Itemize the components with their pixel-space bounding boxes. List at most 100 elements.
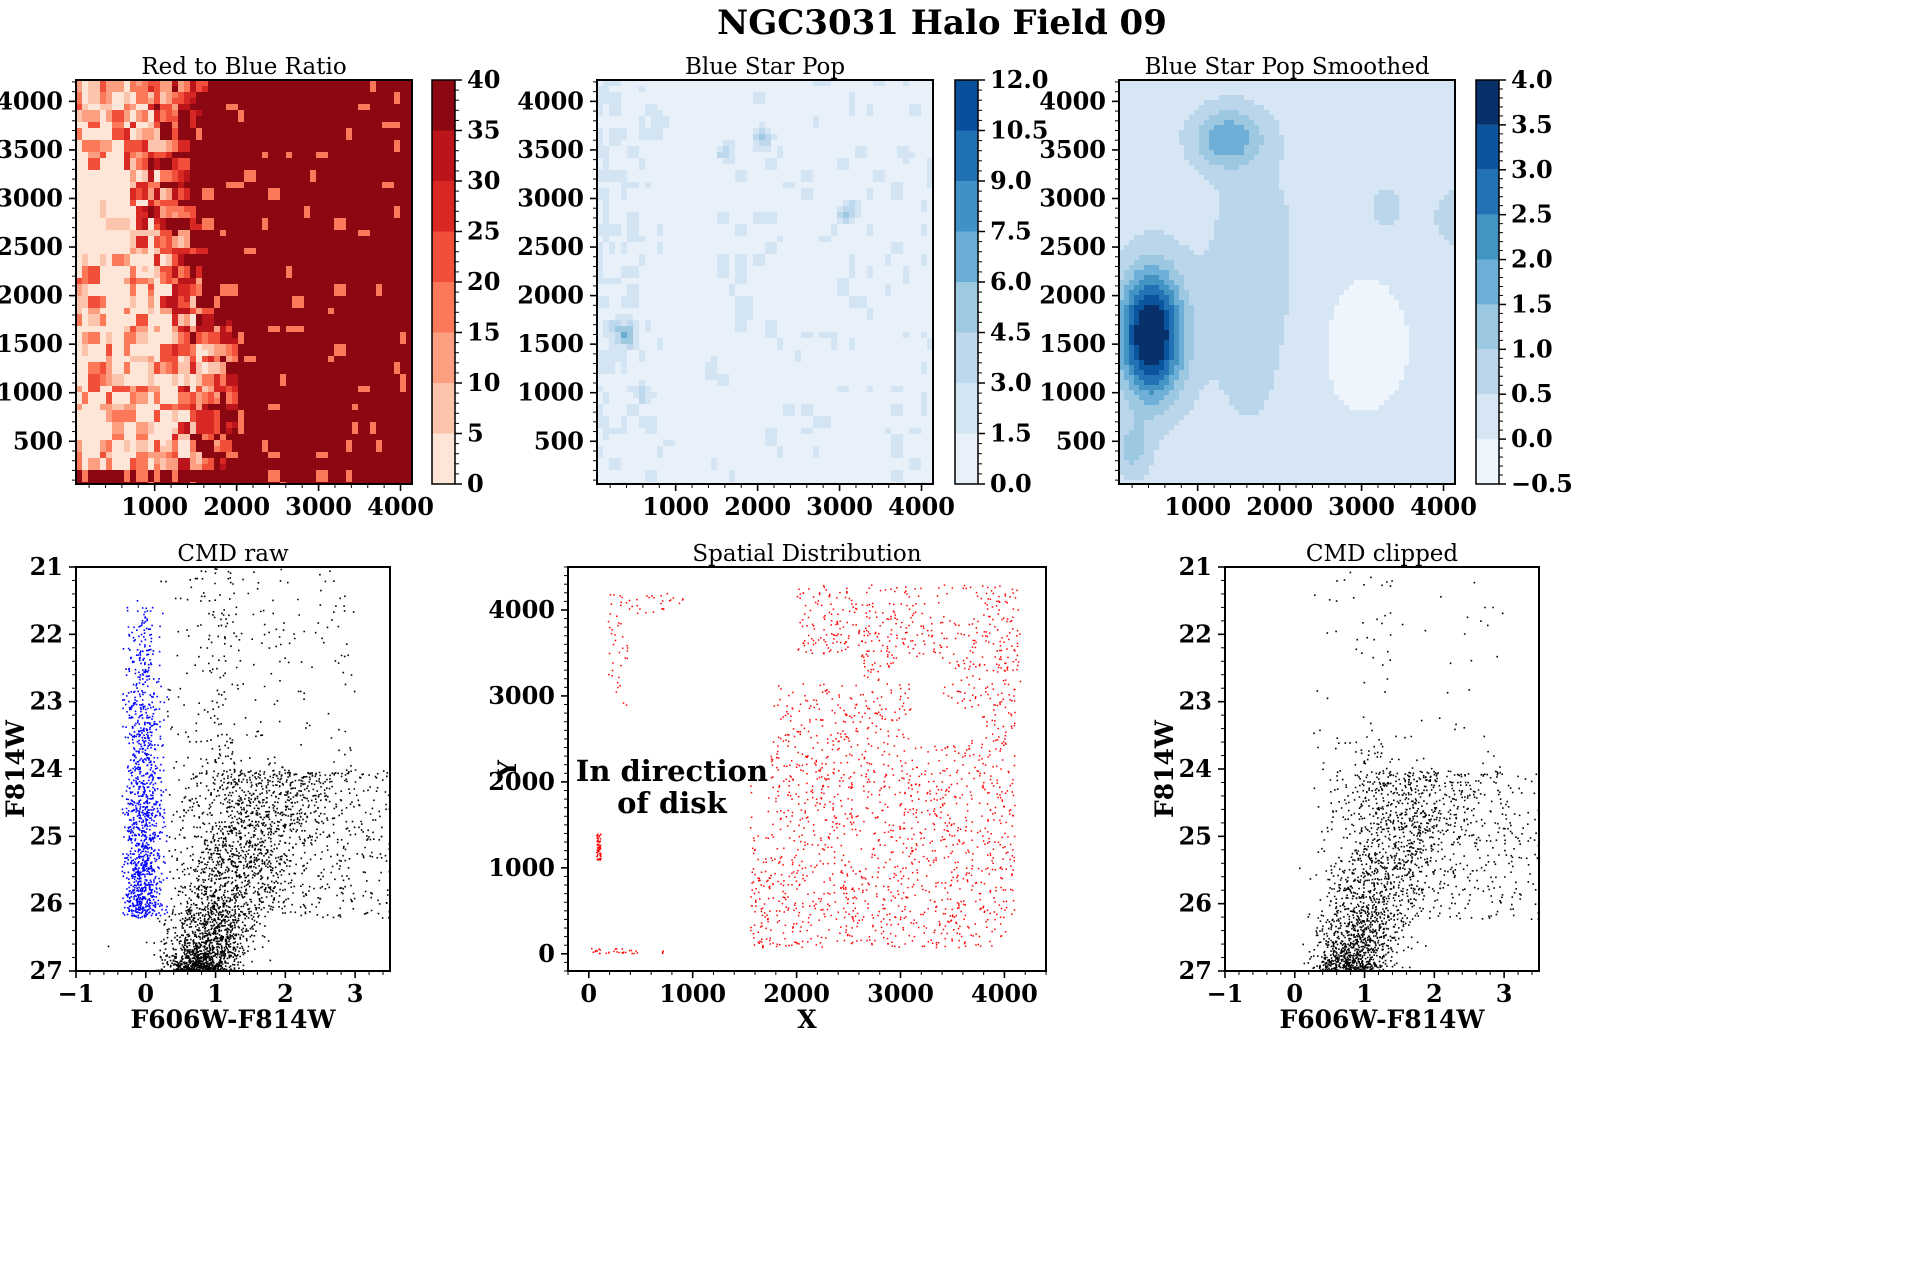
heatmap-cell [214, 356, 221, 363]
heatmap-cell [136, 98, 143, 105]
heatmap-cell [723, 188, 730, 195]
heatmap-cell [400, 116, 407, 123]
heatmap-cell [178, 98, 185, 105]
heatmap-cell [388, 212, 395, 219]
heatmap-cell [382, 344, 389, 351]
heatmap-cell [118, 128, 125, 135]
heatmap-cell [909, 134, 916, 141]
heatmap-cell [106, 236, 113, 243]
heatmap-cell [286, 380, 293, 387]
heatmap-cell [214, 206, 221, 213]
heatmap-cell [280, 242, 287, 249]
heatmap-cell [274, 302, 281, 309]
heatmap-cell [633, 158, 640, 165]
heatmap-cell [124, 266, 131, 273]
heatmap-cell [382, 476, 389, 483]
heatmap-cell [202, 296, 209, 303]
heatmap-cell [298, 386, 305, 393]
heatmap-cell [184, 374, 191, 381]
heatmap-cell [220, 152, 227, 159]
heatmap-cell [208, 248, 215, 255]
heatmap-cell [699, 140, 706, 147]
heatmap-cell [118, 80, 125, 87]
heatmap-cell [675, 146, 682, 153]
heatmap-cell [819, 92, 826, 99]
heatmap-cell [286, 134, 293, 141]
heatmap-cell [244, 308, 251, 315]
heatmap-cell [94, 98, 101, 105]
heatmap-cell [304, 356, 311, 363]
heatmap-cell [238, 398, 245, 405]
heatmap-cell [256, 86, 263, 93]
heatmap-cell [633, 92, 640, 99]
heatmap-cell [166, 296, 173, 303]
heatmap-cell [244, 170, 251, 177]
heatmap-cell [723, 134, 730, 141]
heatmap-cell [897, 134, 904, 141]
heatmap-cell [633, 86, 640, 93]
heatmap-cell [609, 140, 616, 147]
heatmap-cell [124, 146, 131, 153]
heatmap-cell [100, 248, 107, 255]
heatmap-cell [388, 350, 395, 357]
heatmap-cell [100, 422, 107, 429]
heatmap-cell [124, 194, 131, 201]
heatmap-cell [226, 230, 233, 237]
heatmap-cell [597, 182, 604, 189]
heatmap-cell [370, 92, 377, 99]
heatmap-cell [352, 152, 359, 159]
heatmap-cell [148, 128, 155, 135]
heatmap-cell [334, 320, 341, 327]
heatmap-cell [364, 296, 371, 303]
heatmap-cell [172, 122, 179, 129]
heatmap-cell [298, 434, 305, 441]
heatmap-cell [795, 134, 802, 141]
heatmap-cell [238, 206, 245, 213]
heatmap-cell [166, 242, 173, 249]
heatmap-cell [406, 236, 412, 243]
heatmap-cell [328, 248, 335, 255]
heatmap-cell [310, 248, 317, 255]
heatmap-cell [136, 146, 143, 153]
heatmap-cell [759, 80, 766, 87]
heatmap-cell [831, 104, 838, 111]
heatmap-cell [813, 164, 820, 171]
heatmap-cell [178, 422, 185, 429]
heatmap-cell [88, 434, 95, 441]
heatmap-cell [771, 116, 778, 123]
heatmap-cell [268, 416, 275, 423]
heatmap-cell [352, 134, 359, 141]
heatmap-cell [166, 140, 173, 147]
heatmap-cell [597, 188, 604, 195]
heatmap-cell [256, 434, 263, 441]
heatmap-cell [388, 140, 395, 147]
heatmap-cell [190, 254, 197, 261]
heatmap-cell [160, 434, 167, 441]
heatmap-cell [382, 206, 389, 213]
heatmap-cell [352, 332, 359, 339]
heatmap-cell [244, 440, 251, 447]
heatmap-cell [94, 206, 101, 213]
heatmap-cell [298, 170, 305, 177]
heatmap-cell [118, 158, 125, 165]
heatmap-cell [142, 320, 149, 327]
heatmap-cell [753, 98, 760, 105]
heatmap-cell [100, 380, 107, 387]
heatmap-cell [190, 356, 197, 363]
heatmap-cell [226, 410, 233, 417]
heatmap-cell [268, 122, 275, 129]
heatmap-cell [76, 386, 83, 393]
heatmap-cell [783, 164, 790, 171]
heatmap-cell [178, 278, 185, 285]
heatmap-cell [76, 236, 83, 243]
heatmap-cell [220, 356, 227, 363]
heatmap-cell [322, 386, 329, 393]
heatmap-cell [88, 422, 95, 429]
heatmap-cell [711, 140, 718, 147]
heatmap-cell [705, 176, 712, 183]
heatmap-cell [184, 194, 191, 201]
heatmap-cell [268, 116, 275, 123]
heatmap-cell [238, 290, 245, 297]
heatmap-cell [82, 218, 89, 225]
heatmap-cell [280, 200, 287, 207]
